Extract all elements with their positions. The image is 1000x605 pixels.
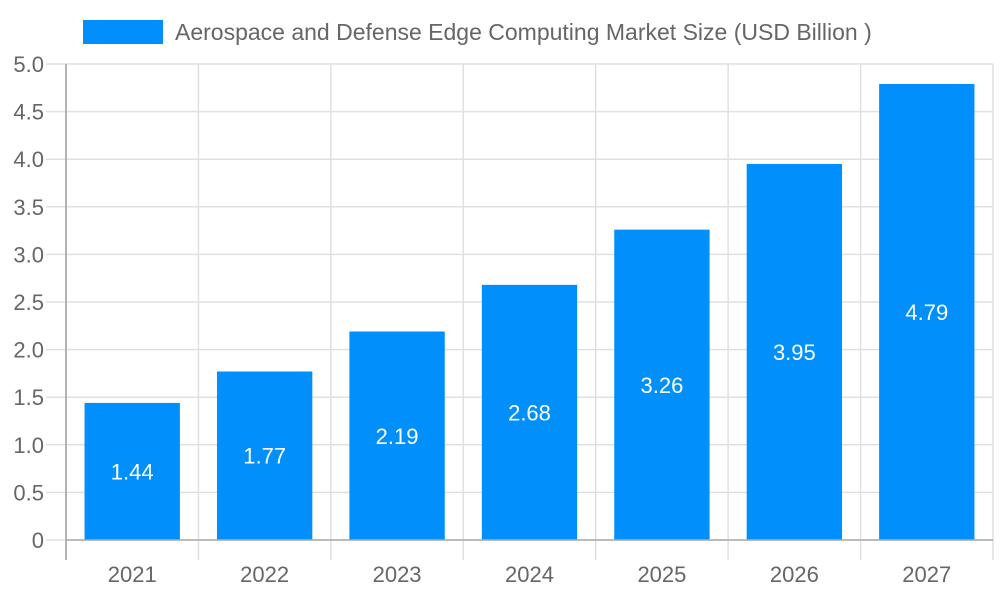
y-tick-label: 3.0 <box>13 242 44 267</box>
bars: 1.44 1.77 2.19 2.68 3.26 3.95 4.79 <box>84 83 975 540</box>
legend-swatch <box>83 20 163 44</box>
y-tick-label: 0.5 <box>13 480 44 505</box>
bar <box>746 163 843 540</box>
y-tick-label: 2.0 <box>13 338 44 363</box>
bar-value-label: 3.95 <box>773 340 816 365</box>
bar-value-label: 2.19 <box>376 424 419 449</box>
y-tick-label: 2.5 <box>13 290 44 315</box>
x-tick-label: 2025 <box>637 562 686 587</box>
x-tick-label: 2021 <box>108 562 157 587</box>
y-tick-label: 1.5 <box>13 385 44 410</box>
x-tick-label: 2024 <box>505 562 554 587</box>
bar-value-label: 3.26 <box>641 373 684 398</box>
bar <box>84 402 180 540</box>
y-tick-label: 3.5 <box>13 195 44 220</box>
y-tick-label: 4.0 <box>13 147 44 172</box>
bar-value-label: 1.44 <box>111 459 154 484</box>
y-tick-label: 4.5 <box>13 100 44 125</box>
bar-value-label: 1.77 <box>243 444 286 469</box>
axes: 0 0.5 1.0 1.5 2.0 2.5 3.0 3.5 4.0 4.5 5.0 2021 2022 2… <box>13 52 993 587</box>
x-tick-label: 2022 <box>240 562 289 587</box>
y-tick-label: 5.0 <box>13 52 44 77</box>
legend[interactable]: Aerospace and Defense Edge Computing Mar… <box>83 19 872 45</box>
bar <box>216 371 313 540</box>
x-tick-label: 2027 <box>902 562 951 587</box>
bar <box>481 284 578 540</box>
bar <box>349 331 445 540</box>
bar-value-label: 2.68 <box>508 400 551 425</box>
bar <box>614 229 710 540</box>
legend-label: Aerospace and Defense Edge Computing Mar… <box>175 19 872 45</box>
x-tick-label: 2026 <box>770 562 819 587</box>
bar <box>879 83 975 540</box>
y-tick-label: 0 <box>32 528 44 553</box>
bar-value-label: 4.79 <box>905 300 948 325</box>
y-tick-label: 1.0 <box>13 433 44 458</box>
x-tick-label: 2023 <box>373 562 422 587</box>
